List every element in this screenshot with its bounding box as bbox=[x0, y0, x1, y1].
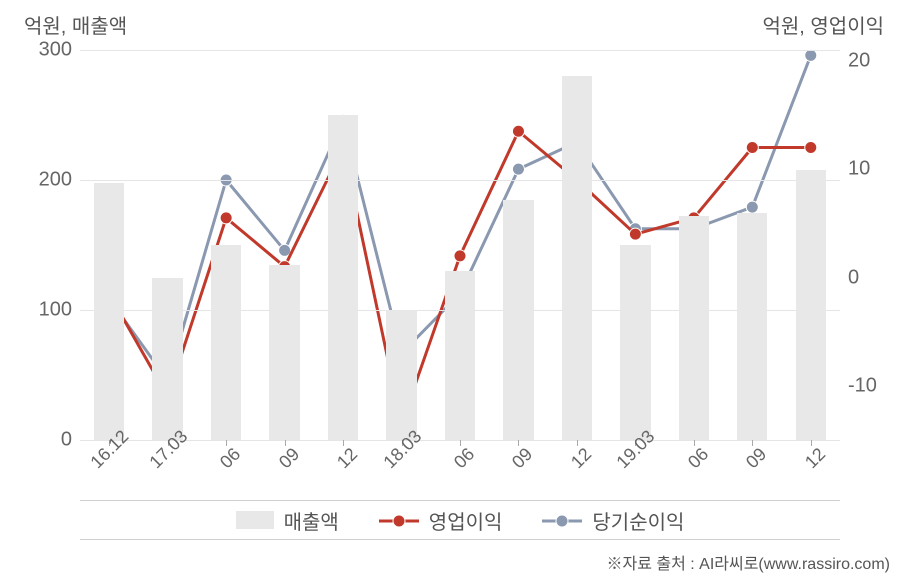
plot-area: 0100200300-100102016.1217.0306091218.030… bbox=[80, 50, 840, 440]
bar bbox=[269, 265, 299, 441]
legend: 매출액 영업이익 당기순이익 bbox=[80, 500, 840, 540]
y-tick-right: -10 bbox=[848, 374, 877, 397]
gridline bbox=[80, 50, 840, 51]
line-marker bbox=[629, 228, 641, 240]
bar bbox=[562, 76, 592, 440]
x-tick-label: 09 bbox=[742, 444, 771, 473]
bar bbox=[737, 213, 767, 441]
source-text: ※자료 출처 : AI라씨로(www.rassiro.com) bbox=[606, 550, 890, 574]
bar bbox=[328, 115, 358, 440]
y-tick-right: 10 bbox=[848, 158, 870, 181]
line1-swatch-icon bbox=[379, 512, 419, 528]
x-tick-mark bbox=[694, 440, 695, 446]
line2-swatch-icon bbox=[542, 512, 582, 528]
x-tick-label: 12 bbox=[567, 444, 596, 473]
y-tick-right: 0 bbox=[848, 266, 859, 289]
line-marker bbox=[805, 49, 817, 61]
y-tick-left: 100 bbox=[39, 299, 72, 322]
left-axis-label: 억원, 매출액 bbox=[24, 10, 127, 39]
x-tick-mark bbox=[285, 440, 286, 446]
legend-label: 영업이익 bbox=[429, 506, 503, 535]
bar bbox=[386, 310, 416, 440]
legend-item-line1: 영업이익 bbox=[379, 506, 503, 535]
gridline bbox=[80, 180, 840, 181]
bar bbox=[620, 245, 650, 440]
line-marker bbox=[805, 142, 817, 154]
x-tick-label: 06 bbox=[216, 444, 245, 473]
x-tick-label: 06 bbox=[684, 444, 713, 473]
y-tick-left: 200 bbox=[39, 169, 72, 192]
y-tick-left: 300 bbox=[39, 39, 72, 62]
x-tick-label: 09 bbox=[275, 444, 304, 473]
bar bbox=[445, 271, 475, 440]
bar bbox=[152, 278, 182, 441]
x-tick-label: 12 bbox=[801, 444, 830, 473]
line-marker bbox=[746, 142, 758, 154]
legend-item-bars: 매출액 bbox=[236, 506, 339, 535]
right-axis-label: 억원, 영업이익 bbox=[762, 10, 884, 39]
bar bbox=[796, 170, 826, 440]
bar bbox=[211, 245, 241, 440]
x-tick-mark bbox=[460, 440, 461, 446]
legend-label: 당기순이익 bbox=[592, 506, 684, 535]
chart-container: 억원, 매출액 억원, 영업이익 0100200300-100102016.12… bbox=[0, 0, 908, 580]
line-marker bbox=[746, 201, 758, 213]
line-marker bbox=[512, 125, 524, 137]
y-tick-left: 0 bbox=[61, 429, 72, 452]
x-tick-label: 12 bbox=[333, 444, 362, 473]
bar bbox=[94, 183, 124, 440]
line-marker bbox=[279, 244, 291, 256]
y-tick-right: 20 bbox=[848, 49, 870, 72]
x-tick-label: 06 bbox=[450, 444, 479, 473]
x-tick-mark bbox=[577, 440, 578, 446]
bar-swatch-icon bbox=[236, 511, 274, 529]
x-tick-mark bbox=[811, 440, 812, 446]
line-marker bbox=[220, 212, 232, 224]
bar bbox=[679, 216, 709, 440]
legend-item-line2: 당기순이익 bbox=[542, 506, 684, 535]
x-tick-label: 09 bbox=[508, 444, 537, 473]
line-marker bbox=[512, 163, 524, 175]
legend-label: 매출액 bbox=[284, 506, 339, 535]
bar bbox=[503, 200, 533, 441]
line-marker bbox=[454, 250, 466, 262]
